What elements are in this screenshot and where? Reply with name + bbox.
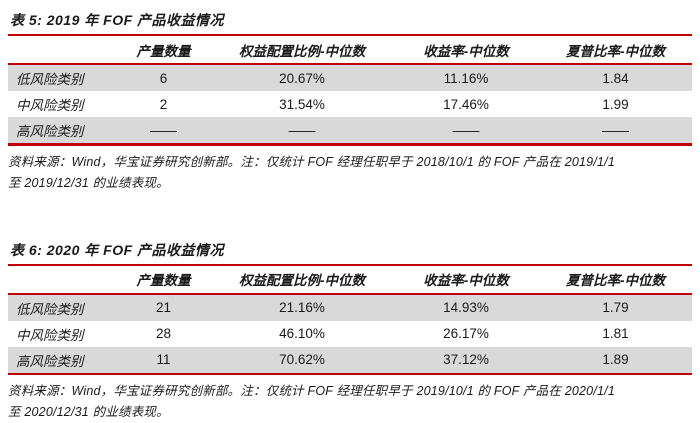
header-product-count: 产量数量 <box>114 269 213 289</box>
table5-section: 表 5: 2019 年 FOF 产品收益情况 产量数量 权益配置比例-中位数 收… <box>8 8 692 194</box>
header-equity-ratio-median: 权益配置比例-中位数 <box>213 269 391 289</box>
table-row-low-risk: 低风险类别 21 21.16% 14.93% 1.79 <box>8 295 692 321</box>
cell-count: 6 <box>114 71 213 86</box>
cell-sharpe: 1.99 <box>541 97 690 112</box>
table6-section: 表 6: 2020 年 FOF 产品收益情况 产量数量 权益配置比例-中位数 收… <box>8 238 692 423</box>
table5-bottom-rule <box>8 143 692 146</box>
cell-category: 高风险类别 <box>8 120 114 140</box>
cell-sharpe: —— <box>541 123 690 138</box>
cell-count: 11 <box>114 352 213 367</box>
cell-count: 2 <box>114 97 213 112</box>
cell-sharpe: 1.84 <box>541 71 690 86</box>
table-row-high-risk: 高风险类别 —— —— —— —— <box>8 117 692 143</box>
cell-category: 低风险类别 <box>8 298 114 318</box>
cell-equity: 46.10% <box>213 326 391 341</box>
table-row-high-risk: 高风险类别 11 70.62% 37.12% 1.89 <box>8 347 692 373</box>
cell-category: 高风险类别 <box>8 350 114 370</box>
table6-header-row: 产量数量 权益配置比例-中位数 收益率-中位数 夏普比率-中位数 <box>8 266 692 295</box>
header-sharpe-median: 夏普比率-中位数 <box>541 40 690 60</box>
cell-return: 26.17% <box>391 326 541 341</box>
cell-equity: —— <box>213 123 391 138</box>
table6: 产量数量 权益配置比例-中位数 收益率-中位数 夏普比率-中位数 低风险类别 2… <box>8 266 692 376</box>
cell-category: 低风险类别 <box>8 68 114 88</box>
cell-sharpe: 1.81 <box>541 326 690 341</box>
source-note-line1: 资料来源：Wind，华宝证券研究创新部。注：仅统计 FOF 经理任职早于 201… <box>8 381 692 402</box>
cell-return: 14.93% <box>391 300 541 315</box>
cell-equity: 21.16% <box>213 300 391 315</box>
cell-category: 中风险类别 <box>8 94 114 114</box>
header-product-count: 产量数量 <box>114 40 213 60</box>
source-note-line1: 资料来源：Wind，华宝证券研究创新部。注：仅统计 FOF 经理任职早于 201… <box>8 152 692 173</box>
cell-equity: 20.67% <box>213 71 391 86</box>
table-row-low-risk: 低风险类别 6 20.67% 11.16% 1.84 <box>8 65 692 91</box>
cell-return: —— <box>391 123 541 138</box>
table-row-mid-risk: 中风险类别 28 46.10% 26.17% 1.81 <box>8 321 692 347</box>
cell-return: 17.46% <box>391 97 541 112</box>
cell-count: 28 <box>114 326 213 341</box>
source-note-line2: 至 2020/12/31 的业绩表现。 <box>8 402 692 423</box>
header-return-median: 收益率-中位数 <box>391 40 541 60</box>
table5-header-row: 产量数量 权益配置比例-中位数 收益率-中位数 夏普比率-中位数 <box>8 36 692 65</box>
cell-equity: 70.62% <box>213 352 391 367</box>
cell-sharpe: 1.89 <box>541 352 690 367</box>
table-row-mid-risk: 中风险类别 2 31.54% 17.46% 1.99 <box>8 91 692 117</box>
header-sharpe-median: 夏普比率-中位数 <box>541 269 690 289</box>
cell-return: 37.12% <box>391 352 541 367</box>
header-equity-ratio-median: 权益配置比例-中位数 <box>213 40 391 60</box>
cell-sharpe: 1.79 <box>541 300 690 315</box>
header-return-median: 收益率-中位数 <box>391 269 541 289</box>
table6-bottom-rule <box>8 373 692 376</box>
cell-count: 21 <box>114 300 213 315</box>
cell-equity: 31.54% <box>213 97 391 112</box>
table5: 产量数量 权益配置比例-中位数 收益率-中位数 夏普比率-中位数 低风险类别 6… <box>8 36 692 146</box>
cell-count: —— <box>114 123 213 138</box>
table6-title: 表 6: 2020 年 FOF 产品收益情况 <box>8 238 692 264</box>
table6-source-note: 资料来源：Wind，华宝证券研究创新部。注：仅统计 FOF 经理任职早于 201… <box>8 381 692 423</box>
table5-title: 表 5: 2019 年 FOF 产品收益情况 <box>8 8 692 34</box>
table5-source-note: 资料来源：Wind，华宝证券研究创新部。注：仅统计 FOF 经理任职早于 201… <box>8 152 692 194</box>
cell-return: 11.16% <box>391 71 541 86</box>
cell-category: 中风险类别 <box>8 324 114 344</box>
source-note-line2: 至 2019/12/31 的业绩表现。 <box>8 173 692 194</box>
